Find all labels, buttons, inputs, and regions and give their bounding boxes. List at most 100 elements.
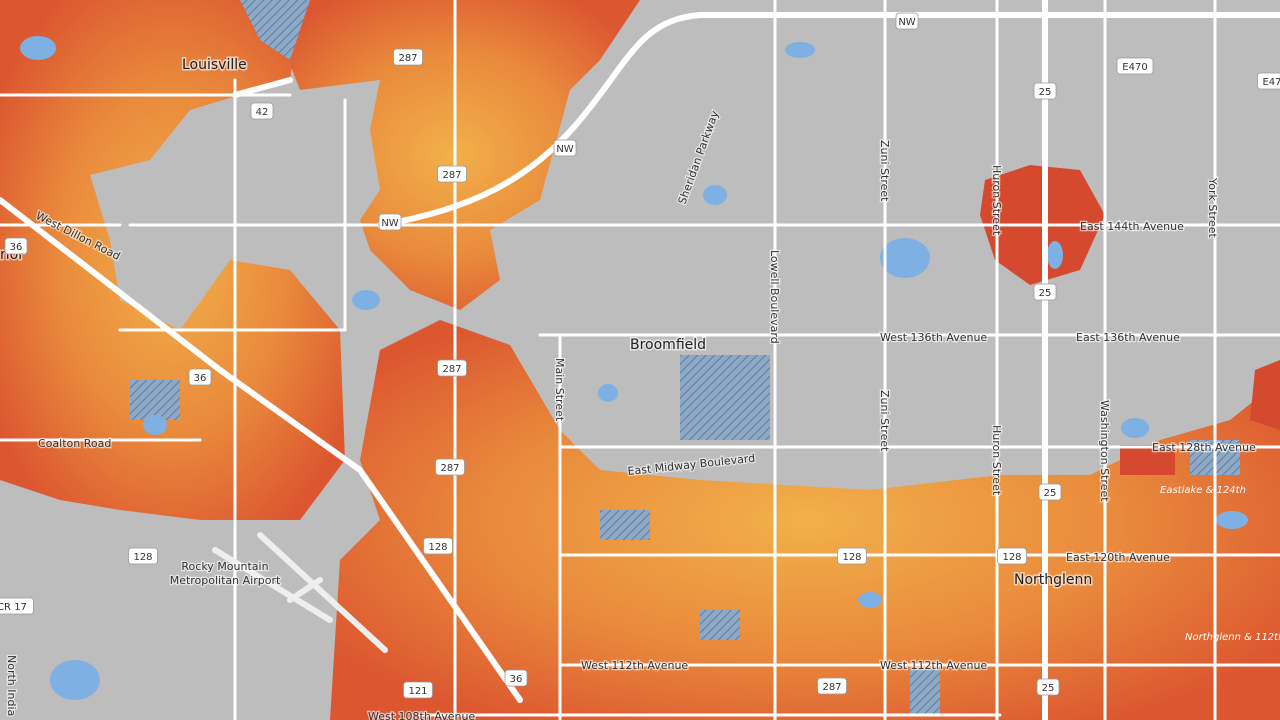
road-label: Huron Street [990, 425, 1003, 496]
road-label: Washington Street [1098, 400, 1111, 502]
shield-box [895, 12, 919, 30]
place-label: Louisville [182, 57, 247, 73]
road-label: East 128th Avenue [1152, 441, 1256, 454]
shield-label: NW [556, 144, 573, 155]
shield-label: 128 [842, 552, 861, 563]
shield-box [128, 547, 158, 565]
road-label: West 112th Avenue [581, 659, 688, 672]
shield-label: 128 [133, 552, 152, 563]
shield-box [817, 677, 847, 695]
airport-label: Rocky Mountain [181, 560, 268, 573]
shield-label: E47 [1262, 77, 1280, 88]
shield-label: CR 17 [0, 602, 27, 613]
shield-label: 25 [1044, 488, 1057, 499]
route-shield: 36 [188, 368, 212, 386]
shield-box [1036, 678, 1060, 696]
route-shield: 128 [128, 547, 158, 565]
shield-box [1038, 483, 1062, 501]
airport-label: Metropolitan Airport [170, 574, 281, 587]
route-shield: NW [553, 139, 577, 157]
route-shield: 25 [1033, 283, 1057, 301]
shield-box [403, 681, 433, 699]
shield-label: 36 [194, 373, 207, 384]
road-label: York Street [1206, 177, 1219, 238]
route-shield: 36 [504, 669, 528, 687]
shield-box [437, 165, 467, 183]
road-label: Zuni Street [878, 140, 891, 202]
road-label: East 144th Avenue [1080, 220, 1184, 233]
shield-box [1257, 72, 1280, 90]
route-shield: 25 [1033, 82, 1057, 100]
route-shield: 25 [1038, 483, 1062, 501]
route-shield: NW [895, 12, 919, 30]
shield-box [1116, 57, 1154, 75]
route-shield: 287 [437, 165, 467, 183]
shield-box [423, 537, 453, 555]
shield-box [4, 237, 28, 255]
route-shield: CR 17 [0, 597, 34, 615]
shield-label: 287 [398, 53, 417, 64]
shield-label: 25 [1039, 87, 1052, 98]
shield-label: 128 [428, 542, 447, 553]
route-shield: 36 [4, 237, 28, 255]
shield-box [435, 458, 465, 476]
lakes [20, 36, 1248, 700]
shield-label: NW [898, 17, 915, 28]
route-shield: E47 [1257, 72, 1280, 90]
route-shield: 287 [817, 677, 847, 695]
shield-label: 287 [442, 170, 461, 181]
place-label: Northglenn [1014, 572, 1092, 588]
shield-box [250, 102, 274, 120]
shield-label: 42 [256, 107, 269, 118]
road-label: East 120th Avenue [1066, 551, 1170, 564]
road-label: Main Street [553, 358, 566, 422]
shield-label: 36 [10, 242, 23, 253]
road-label: West 112th Avenue [880, 659, 987, 672]
route-shield: NW [378, 213, 402, 231]
neighborhood-label: Northglenn & 112th [1185, 632, 1280, 643]
shield-box [553, 139, 577, 157]
route-shield: 128 [837, 547, 867, 565]
route-shield: 42 [250, 102, 274, 120]
shield-label: 128 [1002, 552, 1021, 563]
shield-label: 287 [442, 364, 461, 375]
neighborhood-label: Eastlake & 124th [1160, 485, 1246, 496]
shield-box [378, 213, 402, 231]
road-label: Lowell Boulevard [768, 250, 781, 344]
route-shield: E470 [1116, 57, 1154, 75]
shield-box [188, 368, 212, 386]
road-label: Coalton Road [38, 437, 111, 450]
shield-label: 287 [822, 682, 841, 693]
shield-label: NW [381, 218, 398, 229]
road-label: North India [5, 655, 18, 716]
shield-label: 25 [1039, 288, 1052, 299]
shield-box [393, 48, 423, 66]
route-shield: 287 [393, 48, 423, 66]
place-labels: Louisville Broomfield Northglenn rior Ro… [0, 56, 1280, 644]
road-label: Zuni Street [878, 390, 891, 452]
route-shield: 25 [1036, 678, 1060, 696]
road-label: West 136th Avenue [880, 331, 987, 344]
shield-box [504, 669, 528, 687]
shields: 287 287 287 287 42 36 36 36 128 128 128 128 121 25 25 2… [0, 12, 1280, 699]
place-label: Broomfield [630, 337, 706, 353]
road-label: Huron Street [990, 165, 1003, 236]
shield-box [837, 547, 867, 565]
route-shield: 287 [435, 458, 465, 476]
shield-box [1033, 283, 1057, 301]
shield-box [0, 597, 34, 615]
route-shield: 128 [997, 547, 1027, 565]
route-shield: 121 [403, 681, 433, 699]
shield-label: 25 [1042, 683, 1055, 694]
shield-label: 287 [440, 463, 459, 474]
shield-label: 121 [408, 686, 427, 697]
route-shield: 287 [437, 359, 467, 377]
shield-label: E470 [1122, 62, 1147, 73]
shield-box [997, 547, 1027, 565]
shield-box [1033, 82, 1057, 100]
road-label: East 136th Avenue [1076, 331, 1180, 344]
road-label: West 108th Avenue [368, 710, 475, 720]
shield-label: 36 [510, 674, 523, 685]
